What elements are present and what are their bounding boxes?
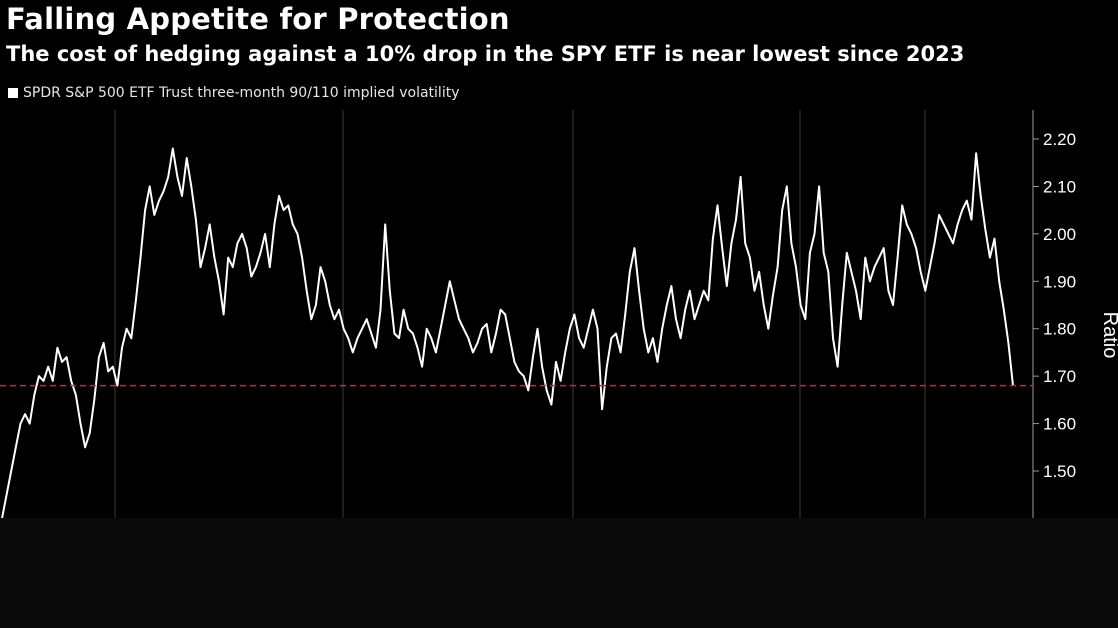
y-tick-label: 1.90 (1043, 272, 1076, 291)
legend: SPDR S&P 500 ETF Trust three-month 90/11… (8, 85, 460, 101)
y-tick-label: 1.60 (1043, 415, 1076, 434)
series (1, 147, 1014, 519)
series-line (1, 147, 1014, 519)
y-axis: 2.20 2.10 2.00 1.90 1.80 1.70 1.60 1.50 (1032, 110, 1076, 518)
y-tick-label: 2.10 (1043, 177, 1076, 196)
grid (114, 110, 926, 518)
y-tick-label: 1.70 (1043, 367, 1076, 386)
legend-swatch (8, 88, 18, 98)
y-tick-label: 1.80 (1043, 320, 1076, 339)
bottom-panel (0, 518, 1118, 628)
y-axis-label: Ratio (1099, 312, 1118, 359)
chart-title: Falling Appetite for Protection (6, 2, 510, 36)
y-tick-label: 2.20 (1043, 130, 1076, 149)
y-tick-label: 2.00 (1043, 225, 1076, 244)
legend-label: SPDR S&P 500 ETF Trust three-month 90/11… (23, 85, 460, 101)
y-tick-label: 1.50 (1043, 462, 1076, 481)
chart-subtitle: The cost of hedging against a 10% drop i… (6, 42, 965, 66)
